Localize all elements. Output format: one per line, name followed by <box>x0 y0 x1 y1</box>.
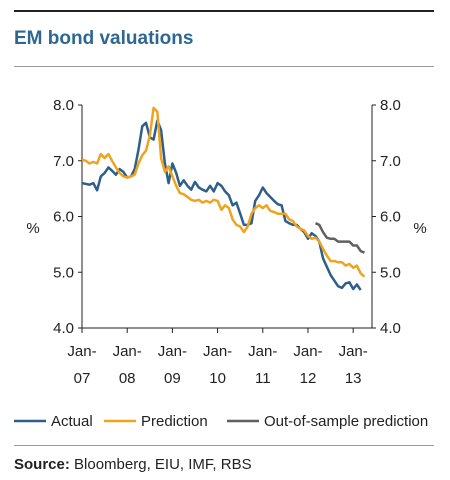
y-tick-label-right: 8.0 <box>380 97 401 114</box>
title-divider <box>14 66 434 67</box>
x-tick-label-year: 09 <box>164 370 181 387</box>
x-tick-label-year: 12 <box>300 370 317 387</box>
x-tick-label-month: Jan- <box>67 343 96 360</box>
x-tick-label-year: 13 <box>345 370 362 387</box>
series-line-1 <box>81 119 362 291</box>
y-tick-label-right: 6.0 <box>380 209 401 226</box>
series-line-2 <box>81 106 366 278</box>
y-tick-label-left: 4.0 <box>53 320 74 337</box>
source-note: Source: Bloomberg, EIU, IMF, RBS <box>14 456 252 473</box>
legend-divider <box>14 445 434 446</box>
x-tick-label-year: 08 <box>119 370 136 387</box>
y-axis-unit-left: % <box>26 220 39 237</box>
legend-label-3: Out-of-sample prediction <box>264 413 428 430</box>
y-tick-label-left: 6.0 <box>53 209 74 226</box>
y-tick-label-left: 7.0 <box>53 153 74 170</box>
x-tick-label-year: 11 <box>255 370 271 387</box>
source-label: Source: <box>14 456 70 473</box>
y-tick-label-right: 5.0 <box>380 264 401 281</box>
x-tick-label-month: Jan- <box>248 343 277 360</box>
legend-label-2: Prediction <box>141 413 208 430</box>
y-tick-label-right: 7.0 <box>380 153 401 170</box>
source-text: Bloomberg, EIU, IMF, RBS <box>69 456 252 473</box>
top-rule <box>14 10 434 12</box>
x-tick-label-year: 10 <box>209 370 226 387</box>
x-tick-label-month: Jan- <box>158 343 187 360</box>
x-tick-label-month: Jan- <box>339 343 368 360</box>
x-tick-label-month: Jan- <box>203 343 232 360</box>
y-tick-label-right: 4.0 <box>380 320 401 337</box>
chart-title: EM bond valuations <box>14 28 194 49</box>
x-tick-label-month: Jan- <box>293 343 322 360</box>
legend-label-1: Actual <box>51 413 93 430</box>
y-tick-label-left: 8.0 <box>53 97 74 114</box>
y-tick-label-left: 5.0 <box>53 264 74 281</box>
x-tick-label-month: Jan- <box>113 343 142 360</box>
y-axis-unit-right: % <box>413 220 426 237</box>
plot-area: 4.0 4.0 5.0 5.0 6.0 6.0 7.0 7.0 8.0 8.0% % Jan- 07 Ja… <box>14 97 428 430</box>
series-line-3 <box>314 222 365 254</box>
x-tick-label-year: 07 <box>74 370 91 387</box>
